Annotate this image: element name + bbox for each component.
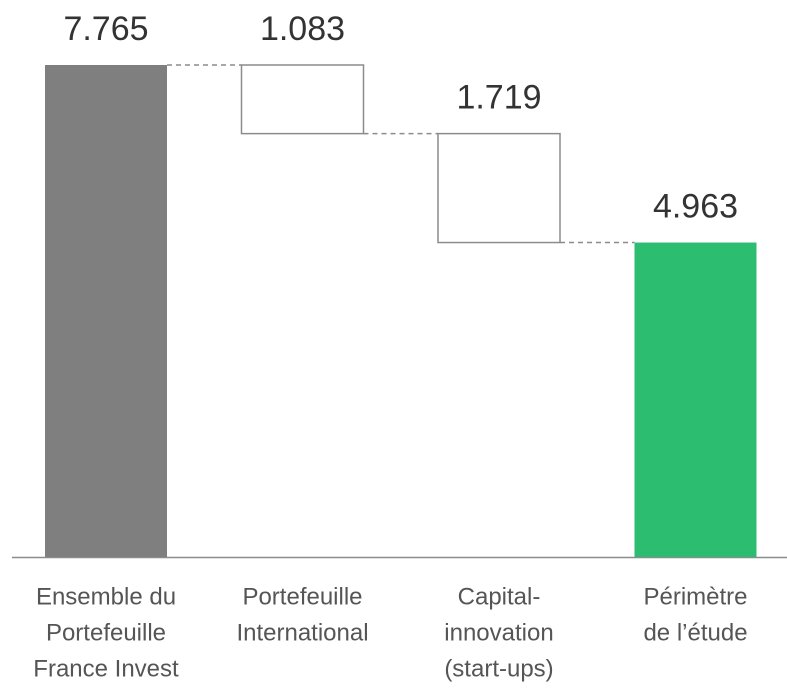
value-label: 1.083 — [260, 10, 345, 48]
x-tick-label: innovation — [444, 619, 553, 646]
x-tick-label: Capital- — [458, 583, 541, 610]
value-label: 4.963 — [653, 188, 738, 226]
x-tick-label: Portefeuille — [242, 583, 362, 610]
bar — [240, 64, 365, 135]
bar — [634, 242, 757, 557]
x-tick-label: (start-ups) — [444, 655, 553, 682]
x-tick-label: France Invest — [33, 655, 179, 682]
x-tick-label: de l’étude — [643, 619, 747, 646]
bar — [45, 65, 167, 557]
bar — [437, 132, 561, 244]
x-tick-label: Portefeuille — [46, 619, 166, 646]
value-label: 1.719 — [456, 79, 541, 117]
x-tick-label: Ensemble du — [36, 583, 176, 610]
value-label: 7.765 — [63, 10, 148, 48]
x-tick-label: International — [236, 619, 368, 646]
x-tick-label: Périmètre — [643, 583, 747, 610]
